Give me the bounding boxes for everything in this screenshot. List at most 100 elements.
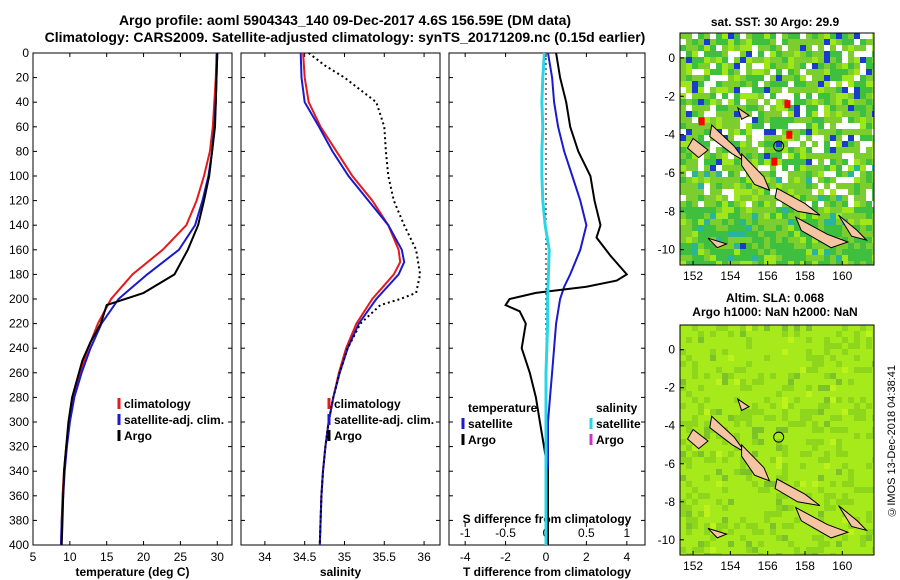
map-cell bbox=[824, 123, 830, 129]
map-cell bbox=[818, 409, 824, 415]
map-cell bbox=[860, 165, 866, 171]
map-cell bbox=[746, 129, 752, 135]
map-cell bbox=[806, 93, 812, 99]
map-cell bbox=[776, 457, 782, 463]
map-cell bbox=[818, 535, 824, 541]
map-cell bbox=[872, 141, 874, 147]
map-cell bbox=[818, 261, 824, 265]
map-cell bbox=[830, 373, 836, 379]
map-cell bbox=[788, 219, 794, 225]
map-cell bbox=[770, 33, 776, 39]
map-cell bbox=[758, 153, 764, 159]
map-cell bbox=[686, 249, 692, 255]
map-cell bbox=[824, 141, 830, 147]
map-cell bbox=[782, 409, 788, 415]
map-cell bbox=[800, 105, 806, 111]
map-cell bbox=[776, 117, 782, 123]
map-cell bbox=[830, 231, 836, 237]
map-cell bbox=[842, 517, 848, 523]
map-cell bbox=[794, 111, 800, 117]
map-cell bbox=[866, 343, 872, 349]
map-cell bbox=[716, 249, 722, 255]
map-cell bbox=[704, 75, 710, 81]
x-tick-label: 20 bbox=[137, 550, 151, 564]
map-cell bbox=[686, 261, 692, 265]
diff-line-T-satellite bbox=[545, 52, 588, 545]
map-cell bbox=[758, 33, 764, 39]
map-cell bbox=[704, 183, 710, 189]
map-cell bbox=[806, 183, 812, 189]
map-cell bbox=[824, 51, 830, 57]
map-cell bbox=[806, 415, 812, 421]
map-cell bbox=[842, 87, 848, 93]
map-cell bbox=[830, 427, 836, 433]
map-cell bbox=[740, 117, 746, 123]
map-hot-cell bbox=[784, 100, 791, 109]
map-cell bbox=[782, 171, 788, 177]
map-cell bbox=[770, 231, 776, 237]
legend-label: climatology bbox=[124, 397, 191, 411]
island bbox=[707, 237, 729, 249]
map-cell bbox=[734, 523, 740, 529]
map-cell bbox=[734, 219, 740, 225]
map-cell bbox=[758, 111, 764, 117]
map-cell bbox=[764, 33, 770, 39]
map-cell bbox=[698, 57, 704, 63]
x-tick-label: -4 bbox=[460, 550, 471, 564]
map-cell bbox=[812, 45, 818, 51]
map-cell bbox=[722, 33, 728, 39]
x-tick-label: 4 bbox=[623, 550, 630, 564]
map-cell bbox=[824, 385, 830, 391]
map-y-tick-label: -2 bbox=[664, 381, 675, 395]
map-cell bbox=[794, 105, 800, 111]
legend-label: Argo bbox=[124, 429, 152, 443]
map-cell bbox=[866, 33, 872, 39]
map-cell bbox=[806, 75, 812, 81]
map-cell bbox=[740, 409, 746, 415]
map-cell bbox=[698, 99, 704, 105]
map-cell bbox=[848, 243, 854, 249]
map-cell bbox=[740, 141, 746, 147]
map-cell bbox=[854, 165, 860, 171]
map-cell bbox=[782, 207, 788, 213]
map-cell bbox=[842, 499, 848, 505]
map-cell bbox=[746, 547, 752, 553]
map-cell bbox=[692, 445, 698, 451]
map-cell bbox=[704, 433, 710, 439]
map-cell bbox=[836, 541, 842, 547]
map-cell bbox=[836, 111, 842, 117]
salinity-line-Argo bbox=[308, 52, 422, 546]
map-cell bbox=[866, 195, 872, 201]
map-cell bbox=[836, 33, 842, 39]
map-cell bbox=[860, 255, 866, 261]
map-cell bbox=[692, 111, 698, 117]
map-cell bbox=[704, 189, 710, 195]
map-cell bbox=[740, 123, 746, 129]
map-cell bbox=[728, 541, 734, 547]
map-cell bbox=[686, 93, 692, 99]
map-cell bbox=[716, 481, 722, 487]
map-cell bbox=[698, 207, 704, 213]
map-cell bbox=[716, 165, 722, 171]
map-cell bbox=[782, 451, 788, 457]
map-cell bbox=[824, 499, 830, 505]
map-cell bbox=[698, 201, 704, 207]
map-cell bbox=[704, 81, 710, 87]
map-cell bbox=[794, 261, 800, 265]
map-cell bbox=[830, 141, 836, 147]
map-cell bbox=[812, 409, 818, 415]
y-tick-label: 360 bbox=[9, 489, 29, 503]
map-cell bbox=[752, 129, 758, 135]
map-cell bbox=[716, 213, 722, 219]
map-cell bbox=[764, 165, 770, 171]
map-y-tick-label: -4 bbox=[664, 419, 675, 433]
map-cell bbox=[854, 189, 860, 195]
map-cell bbox=[824, 207, 830, 213]
map-hot-cell bbox=[786, 130, 793, 139]
map-cell bbox=[734, 93, 740, 99]
y-tick-label: 160 bbox=[9, 243, 29, 257]
map-cell bbox=[824, 493, 830, 499]
map-cell bbox=[692, 517, 698, 523]
map-cell bbox=[758, 529, 764, 535]
y-tick-label: 260 bbox=[9, 366, 29, 380]
